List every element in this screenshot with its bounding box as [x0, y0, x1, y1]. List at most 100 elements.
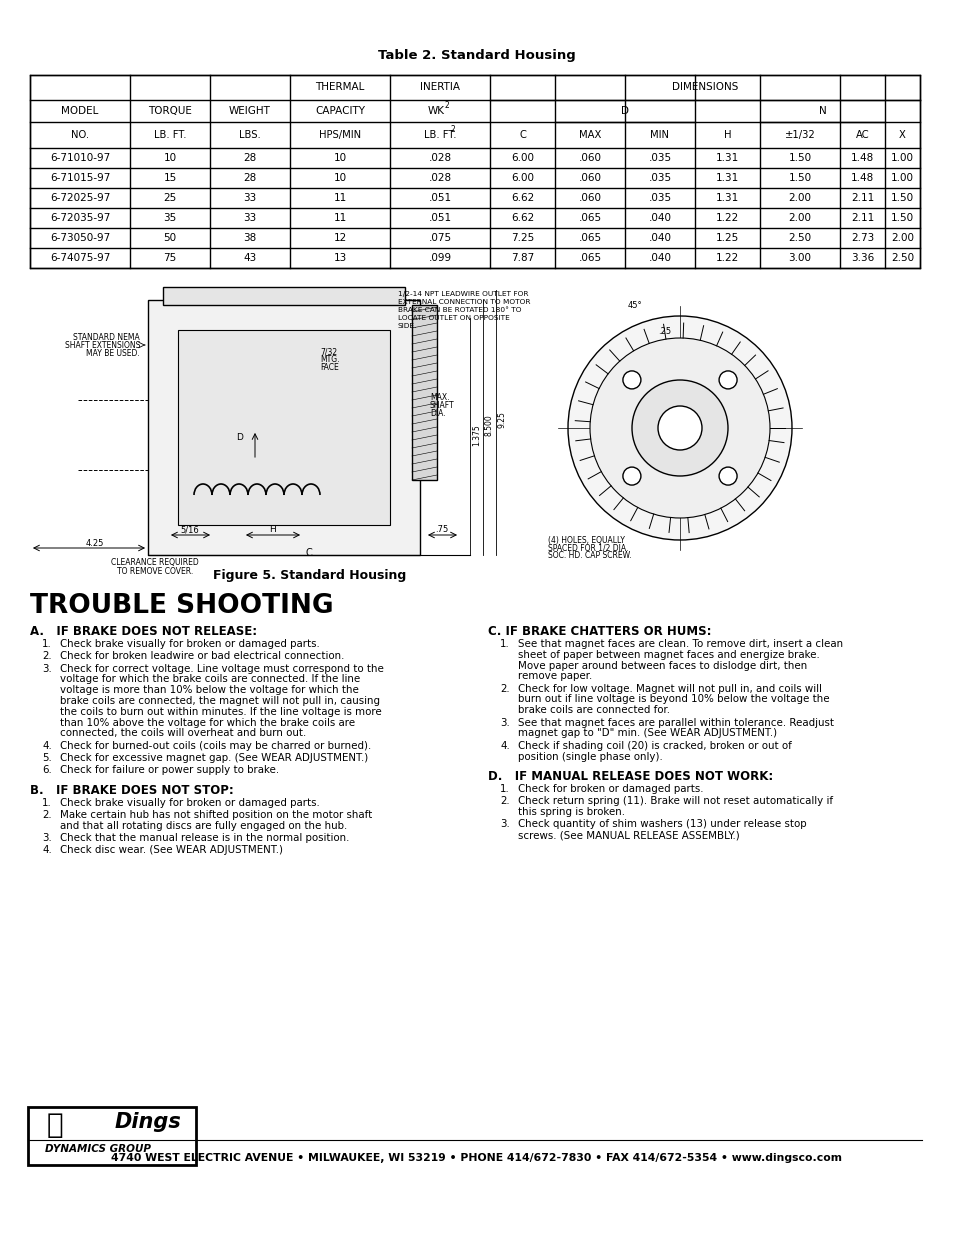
Circle shape	[622, 467, 640, 485]
Text: 2.11: 2.11	[850, 212, 873, 224]
Text: LOCATE OUTLET ON OPPOSITE: LOCATE OUTLET ON OPPOSITE	[397, 315, 509, 321]
Text: 2.00: 2.00	[788, 212, 811, 224]
Text: 35: 35	[163, 212, 176, 224]
Text: STANDARD NEMA: STANDARD NEMA	[73, 333, 140, 342]
Text: .051: .051	[428, 212, 451, 224]
Text: 6.: 6.	[42, 766, 52, 776]
Text: 50: 50	[163, 233, 176, 243]
Text: SHAFT: SHAFT	[430, 401, 455, 410]
Text: C: C	[518, 130, 525, 140]
Text: 2.73: 2.73	[850, 233, 873, 243]
Text: Figure 5. Standard Housing: Figure 5. Standard Housing	[213, 568, 406, 582]
Text: Make certain hub has not shifted position on the motor shaft: Make certain hub has not shifted positio…	[60, 810, 372, 820]
Text: LB. FT.: LB. FT.	[153, 130, 186, 140]
Text: MAX: MAX	[578, 130, 600, 140]
Text: NO.: NO.	[71, 130, 89, 140]
Text: .028: .028	[428, 173, 451, 183]
Text: 1.00: 1.00	[890, 153, 913, 163]
Text: X: X	[898, 130, 905, 140]
Text: MTG.: MTG.	[319, 356, 339, 364]
Text: Check brake visually for broken or damaged parts.: Check brake visually for broken or damag…	[60, 798, 319, 808]
Bar	[148, 300, 419, 555]
Text: Check for failure or power supply to brake.: Check for failure or power supply to bra…	[60, 766, 279, 776]
Text: screws. (See MANUAL RELEASE ASSEMBLY.): screws. (See MANUAL RELEASE ASSEMBLY.)	[517, 830, 739, 840]
Text: .040: .040	[648, 253, 671, 263]
Text: .035: .035	[648, 193, 671, 203]
Text: H: H	[723, 130, 731, 140]
Text: 2: 2	[444, 101, 449, 110]
Text: 3.00: 3.00	[788, 253, 811, 263]
Text: 6-74075-97: 6-74075-97	[50, 253, 111, 263]
Text: 4.: 4.	[499, 741, 510, 751]
Text: .060: .060	[578, 153, 601, 163]
Text: D.   IF MANUAL RELEASE DOES NOT WORK:: D. IF MANUAL RELEASE DOES NOT WORK:	[488, 769, 773, 783]
Text: position (single phase only).: position (single phase only).	[517, 752, 662, 762]
Text: 1.31: 1.31	[715, 153, 739, 163]
Text: 10: 10	[334, 153, 346, 163]
Text: .25: .25	[658, 327, 671, 336]
Text: 1.48: 1.48	[850, 153, 873, 163]
Text: 10: 10	[334, 173, 346, 183]
Circle shape	[719, 467, 737, 485]
Text: 6.62: 6.62	[511, 212, 534, 224]
Text: 7.87: 7.87	[511, 253, 534, 263]
Text: .065: .065	[578, 212, 601, 224]
Text: Check brake visually for broken or damaged parts.: Check brake visually for broken or damag…	[60, 638, 319, 650]
Text: 33: 33	[243, 193, 256, 203]
Text: 28: 28	[243, 153, 256, 163]
Text: Table 2. Standard Housing: Table 2. Standard Housing	[377, 48, 576, 62]
Text: MAY BE USED.: MAY BE USED.	[86, 350, 140, 358]
Text: Move paper around between faces to dislodge dirt, then: Move paper around between faces to dislo…	[517, 661, 806, 671]
Text: 13: 13	[333, 253, 346, 263]
Text: 45°: 45°	[627, 301, 641, 310]
Text: 1.50: 1.50	[787, 173, 811, 183]
Text: BRAKE CAN BE ROTATED 180° TO: BRAKE CAN BE ROTATED 180° TO	[397, 308, 521, 312]
Text: .028: .028	[428, 153, 451, 163]
Text: Check for broken or damaged parts.: Check for broken or damaged parts.	[517, 784, 702, 794]
Text: burn out if line voltage is beyond 10% below the voltage the: burn out if line voltage is beyond 10% b…	[517, 694, 829, 704]
Text: 2.00: 2.00	[890, 233, 913, 243]
Text: .065: .065	[578, 233, 601, 243]
Text: remove paper.: remove paper.	[517, 672, 592, 682]
Text: 1.48: 1.48	[850, 173, 873, 183]
Text: 33: 33	[243, 212, 256, 224]
Text: .065: .065	[578, 253, 601, 263]
Text: CAPACITY: CAPACITY	[314, 106, 365, 116]
Text: See that magnet faces are parallel within tolerance. Readjust: See that magnet faces are parallel withi…	[517, 718, 833, 727]
Text: .035: .035	[648, 153, 671, 163]
Text: 1.: 1.	[499, 784, 510, 794]
Text: brake coils are connected for.: brake coils are connected for.	[517, 705, 669, 715]
Text: 1.50: 1.50	[890, 212, 913, 224]
Bar	[178, 330, 390, 525]
Text: 2.50: 2.50	[787, 233, 811, 243]
Text: this spring is broken.: this spring is broken.	[517, 806, 624, 816]
Text: 1.31: 1.31	[715, 173, 739, 183]
Text: DYNAMICS GROUP: DYNAMICS GROUP	[45, 1144, 151, 1153]
Text: CLEARANCE REQUIRED: CLEARANCE REQUIRED	[111, 558, 198, 568]
Text: LBS.: LBS.	[239, 130, 260, 140]
Text: TROUBLE SHOOTING: TROUBLE SHOOTING	[30, 593, 334, 619]
Text: 6.00: 6.00	[511, 153, 534, 163]
Text: 1.31: 1.31	[715, 193, 739, 203]
Text: Check for low voltage. Magnet will not pull in, and coils will: Check for low voltage. Magnet will not p…	[517, 684, 821, 694]
Text: 4740 WEST ELECTRIC AVENUE • MILWAUKEE, WI 53219 • PHONE 414/672-7830 • FAX 414/6: 4740 WEST ELECTRIC AVENUE • MILWAUKEE, W…	[112, 1153, 841, 1163]
Text: Check if shading coil (20) is cracked, broken or out of: Check if shading coil (20) is cracked, b…	[517, 741, 791, 751]
Text: 25: 25	[163, 193, 176, 203]
Text: .75: .75	[435, 526, 448, 535]
Text: 1.: 1.	[42, 798, 52, 808]
Text: 7.25: 7.25	[511, 233, 534, 243]
Text: magnet gap to "D" min. (See WEAR ADJUSTMENT.): magnet gap to "D" min. (See WEAR ADJUSTM…	[517, 729, 777, 739]
Text: HPS/MIN: HPS/MIN	[318, 130, 360, 140]
Text: 3.: 3.	[499, 718, 510, 727]
Text: the coils to burn out within minutes. If the line voltage is more: the coils to burn out within minutes. If…	[60, 706, 381, 716]
Text: ±1/32: ±1/32	[783, 130, 815, 140]
Text: See that magnet faces are clean. To remove dirt, insert a clean: See that magnet faces are clean. To remo…	[517, 638, 842, 650]
Bar	[28, 1107, 195, 1165]
Text: 1.25: 1.25	[715, 233, 739, 243]
Text: WEIGHT: WEIGHT	[229, 106, 271, 116]
Text: MAX.: MAX.	[430, 394, 449, 403]
Circle shape	[631, 380, 727, 475]
Text: Check quantity of shim washers (13) under release stop: Check quantity of shim washers (13) unde…	[517, 819, 806, 829]
Text: 6.62: 6.62	[511, 193, 534, 203]
Text: WK: WK	[427, 106, 444, 116]
